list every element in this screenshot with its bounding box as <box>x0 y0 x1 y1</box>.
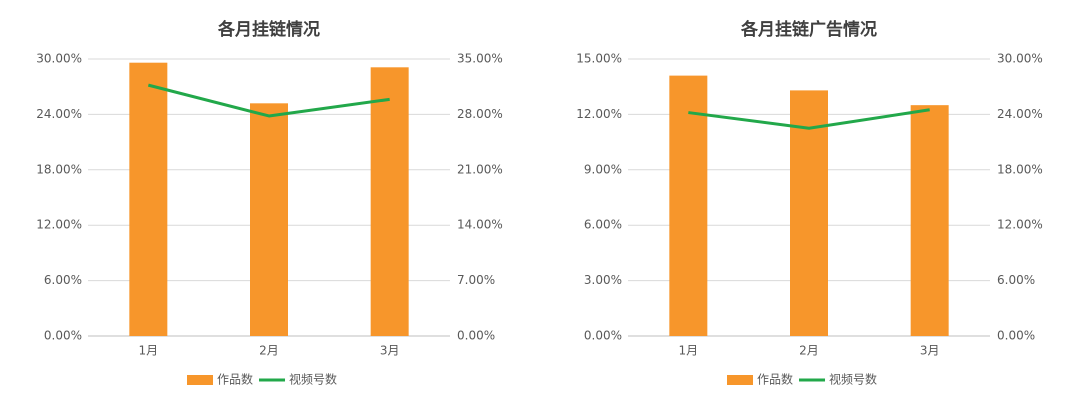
y2-tick-label: 12.00% <box>997 218 1043 232</box>
y-tick-label: 0.00% <box>44 329 82 343</box>
y2-tick-label: 28.00% <box>457 107 503 121</box>
y2-tick-label: 30.00% <box>997 52 1043 66</box>
x-tick-label: 1月 <box>679 344 699 358</box>
y2-tick-label: 7.00% <box>457 273 495 287</box>
y2-tick-label: 21.00% <box>457 162 503 176</box>
chart-title: 各月挂链广告情况 <box>740 19 877 40</box>
bar <box>250 103 288 336</box>
y2-tick-label: 0.00% <box>457 329 495 343</box>
y2-tick-label: 24.00% <box>997 107 1043 121</box>
y-tick-label: 12.00% <box>576 107 622 121</box>
chart-title: 各月挂链情况 <box>217 19 320 40</box>
y2-tick-label: 14.00% <box>457 218 503 232</box>
y-tick-label: 9.00% <box>584 162 622 176</box>
chart: 各月挂链情况 0.00% 6.00% 12.00% 18.00% 24.00% 30.00%… <box>36 19 503 387</box>
line-series <box>147 83 390 118</box>
y-tick-label: 30.00% <box>36 52 82 66</box>
y-tick-label: 0.00% <box>584 329 622 343</box>
line-series <box>688 108 930 130</box>
bar <box>129 62 168 337</box>
y-tick-label: 3.00% <box>584 273 622 287</box>
bar <box>370 67 409 336</box>
y-tick-label: 15.00% <box>576 52 622 66</box>
bar <box>910 105 949 337</box>
x-tick-label: 3月 <box>920 344 940 358</box>
x-tick-label: 2月 <box>799 344 819 358</box>
y-tick-label: 12.00% <box>36 218 82 232</box>
legend-label: 作品数 <box>757 372 793 387</box>
legend-swatch <box>727 375 753 385</box>
legend-swatch <box>187 375 213 385</box>
y-tick-label: 6.00% <box>44 273 82 287</box>
x-tick-label: 2月 <box>259 344 279 358</box>
x-tick-label: 1月 <box>139 344 159 358</box>
y2-tick-label: 18.00% <box>997 162 1043 176</box>
legend-label: 视频号数 <box>829 372 877 387</box>
chart: 各月挂链广告情况 0.00% 3.00% 6.00% 9.00% 12.00% 15.00%… <box>576 19 1043 387</box>
bar <box>790 90 828 336</box>
y-tick-label: 24.00% <box>36 107 82 121</box>
y2-tick-label: 6.00% <box>997 273 1035 287</box>
y2-tick-label: 35.00% <box>457 52 503 66</box>
y-tick-label: 18.00% <box>36 162 82 176</box>
bar <box>669 75 708 337</box>
y-tick-label: 6.00% <box>584 218 622 232</box>
legend-label: 作品数 <box>217 372 253 387</box>
x-tick-label: 3月 <box>380 344 400 358</box>
y2-tick-label: 0.00% <box>997 329 1035 343</box>
legend-label: 视频号数 <box>289 372 337 387</box>
